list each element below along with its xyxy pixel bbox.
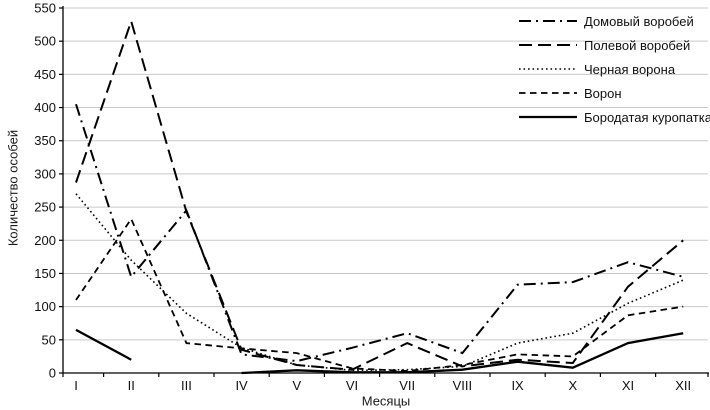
legend-item: Полевой воробей: [519, 33, 710, 57]
y-tick-label: 250: [34, 200, 56, 215]
y-tick-label: 500: [34, 34, 56, 49]
x-tick-label: VIII: [453, 378, 473, 393]
x-tick-label: II: [128, 378, 135, 393]
y-tick-label: 550: [34, 1, 56, 16]
y-tick-label: 150: [34, 266, 56, 281]
series-line: [75, 328, 684, 375]
legend-item: Черная ворона: [519, 57, 710, 81]
legend-label: Бородатая куропатка: [584, 109, 710, 125]
x-tick-label: XII: [675, 378, 691, 393]
legend-item: Домовый воробей: [519, 9, 710, 33]
series-line: [75, 193, 684, 372]
legend-label: Домовый воробей: [584, 13, 694, 29]
y-tick-label: 50: [42, 332, 56, 347]
legend-line-sample-longdash: [519, 44, 577, 46]
series-line: [75, 217, 684, 372]
x-tick-label: VII: [399, 378, 415, 393]
y-tick-label: 0: [49, 366, 56, 381]
legend-label: Полевой воробей: [584, 37, 691, 53]
legend-label: Ворон: [584, 85, 622, 101]
x-tick-label: VI: [346, 378, 358, 393]
legend-line-sample-dotted: [519, 68, 577, 70]
legend-label: Черная ворона: [584, 61, 676, 77]
series-line: [75, 17, 684, 371]
x-tick-label: IV: [235, 378, 248, 393]
x-tick-label: V: [292, 378, 301, 393]
x-tick-label: X: [568, 378, 577, 393]
x-axis-title: Месяцы: [361, 393, 411, 409]
legend-item: Ворон: [519, 81, 710, 105]
series-line: [75, 103, 684, 363]
x-tick-label: XI: [622, 378, 634, 393]
y-tick-label: 400: [34, 100, 56, 115]
y-tick-label: 300: [34, 166, 56, 181]
legend-line-sample-shortdash: [519, 92, 577, 94]
x-tick-label: III: [181, 378, 192, 393]
legend-line-sample-solid: [519, 115, 577, 119]
x-tick-label: I: [74, 378, 78, 393]
x-tick-label: IX: [511, 378, 524, 393]
y-tick-label: 200: [34, 233, 56, 248]
legend-item: Бородатая куропатка: [519, 105, 710, 129]
y-axis-title: Количество особей: [5, 129, 21, 247]
legend-line-sample-dashdot: [519, 20, 577, 22]
legend: Домовый воробей Полевой воробей Черная вор…: [519, 9, 710, 129]
y-tick-label: 100: [34, 299, 56, 314]
y-tick-label: 450: [34, 67, 56, 82]
y-tick-label: 350: [34, 133, 56, 148]
